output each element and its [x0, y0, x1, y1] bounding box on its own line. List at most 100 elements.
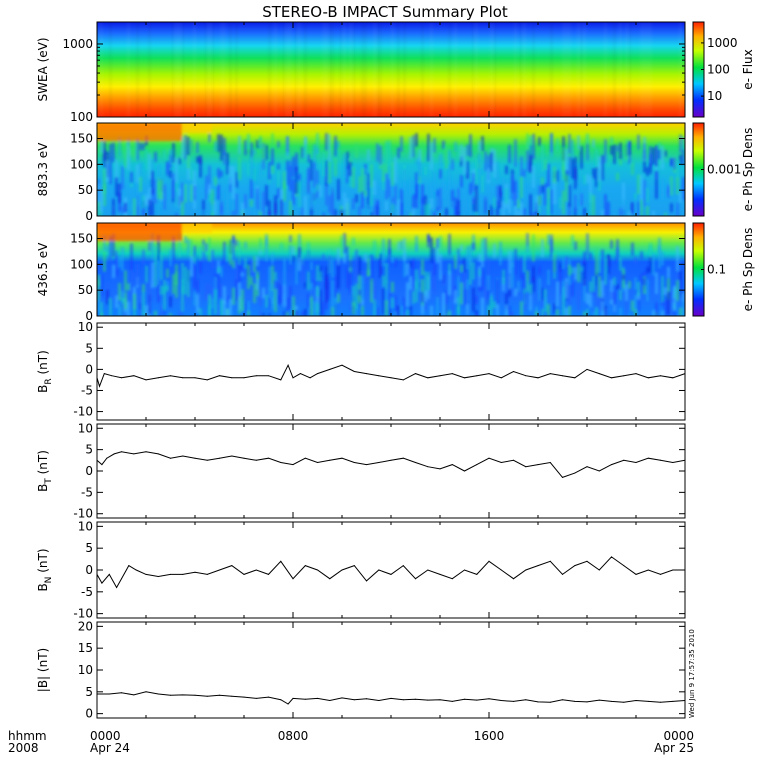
heatmap-stripe — [427, 271, 430, 291]
data-point — [402, 565, 404, 567]
data-point — [598, 373, 600, 375]
y-axis-label-unit: (nT) — [36, 350, 50, 378]
heatmap-stripe — [565, 148, 568, 173]
heatmap-stripe — [157, 235, 160, 261]
series-line — [96, 556, 685, 589]
heatmap-stripe — [307, 242, 310, 256]
heatmap-stripe — [466, 289, 469, 316]
heatmap-stripe — [160, 254, 163, 280]
data-point — [206, 573, 208, 575]
heatmap-stripe — [535, 306, 538, 315]
heatmap-stripe — [343, 192, 346, 210]
heatmap-stripe — [454, 254, 457, 269]
heatmap-stripe — [316, 265, 319, 281]
heatmap-stripe — [235, 239, 238, 247]
heatmap-stripe — [361, 305, 364, 316]
x-tick-label: 0000 — [90, 729, 121, 743]
heatmap-stripe — [334, 275, 337, 298]
heatmap-stripe — [265, 237, 268, 247]
data-point — [292, 697, 294, 699]
heatmap-stripe — [154, 245, 157, 264]
data-point — [103, 373, 105, 375]
heatmap-stripe — [679, 154, 682, 165]
heatmap-stripe — [388, 308, 391, 316]
heatmap-stripe — [559, 170, 562, 189]
heatmap-stripe — [289, 244, 292, 265]
heatmap-stripe — [640, 174, 643, 200]
heatmap-stripe — [544, 183, 547, 206]
heatmap-stripe — [523, 252, 526, 273]
heatmap-texture — [97, 22, 682, 117]
heatmap-stripe — [475, 295, 478, 304]
heatmap-stripe — [520, 156, 523, 177]
heatmap-stripe — [328, 280, 331, 300]
heatmap-stripe — [289, 160, 292, 172]
heatmap-stripe — [619, 307, 622, 316]
heatmap-stripe — [508, 144, 511, 164]
heatmap-stripe — [97, 184, 100, 207]
data-point — [317, 569, 318, 571]
heatmap-stripe — [268, 22, 271, 117]
heatmap-stripe — [676, 274, 679, 282]
heatmap-stripe — [193, 185, 196, 201]
heatmap-stripe — [124, 270, 127, 291]
data-point — [586, 466, 588, 468]
heatmap-stripe — [274, 202, 277, 216]
data-point — [574, 472, 576, 474]
data-point — [415, 698, 416, 700]
heatmap-stripe — [268, 162, 271, 181]
heatmap-stripe — [394, 259, 397, 267]
heatmap-texture — [97, 123, 685, 216]
heatmap-stripe — [151, 201, 154, 216]
heatmap-stripe — [586, 309, 589, 316]
heatmap-stripe — [586, 233, 589, 256]
heatmap-stripe — [262, 287, 265, 299]
heatmap-stripe — [283, 311, 286, 316]
heatmap-stripe — [625, 295, 628, 316]
heatmap-stripe — [271, 148, 274, 166]
heatmap-stripe — [553, 272, 556, 279]
heatmap-stripe — [322, 254, 325, 261]
heatmap-stripe — [367, 204, 370, 216]
heatmap-stripe — [421, 197, 424, 216]
heatmap-stripe — [364, 168, 367, 192]
heatmap-stripe — [313, 162, 316, 188]
heatmap-stripe — [286, 136, 289, 152]
heatmap-stripe — [472, 22, 475, 117]
data-point — [317, 462, 318, 463]
heatmap-stripe — [442, 275, 445, 286]
heatmap-stripe — [640, 22, 643, 117]
heatmap-stripe — [103, 168, 106, 195]
heatmap-stripe — [346, 198, 349, 215]
heatmap-stripe — [538, 205, 541, 214]
data-point — [206, 379, 208, 381]
heatmap-stripe — [307, 154, 310, 163]
heatmap-stripe — [118, 183, 121, 204]
heatmap-stripe — [634, 277, 637, 290]
heatmap-stripe — [625, 284, 628, 301]
y-tick-label: -10 — [73, 405, 93, 419]
heatmap-stripe — [181, 136, 184, 159]
heatmap-stripe — [352, 197, 355, 210]
heatmap-stripe — [223, 150, 226, 165]
data-point — [439, 573, 441, 575]
heatmap-stripe — [412, 135, 415, 158]
data-point — [96, 573, 98, 575]
data-point — [635, 462, 637, 463]
heatmap-stripe — [523, 22, 526, 117]
heatmap-stripe — [400, 240, 403, 250]
heatmap-stripe — [487, 279, 490, 306]
heatmap-stripe — [301, 253, 304, 265]
data-point — [329, 578, 331, 580]
heatmap-stripe — [382, 275, 385, 287]
heatmap-stripe — [169, 313, 172, 316]
y-axis-label: BR (nT) — [36, 350, 54, 393]
heatmap-stripe — [388, 140, 391, 167]
heatmap-stripe — [418, 160, 421, 176]
heatmap-stripe — [385, 300, 388, 316]
heatmap-stripe — [655, 272, 658, 295]
data-point — [292, 377, 294, 379]
heatmap-stripe — [472, 199, 475, 212]
heatmap-stripe — [136, 264, 139, 286]
y-tick-label: 0 — [85, 309, 93, 323]
